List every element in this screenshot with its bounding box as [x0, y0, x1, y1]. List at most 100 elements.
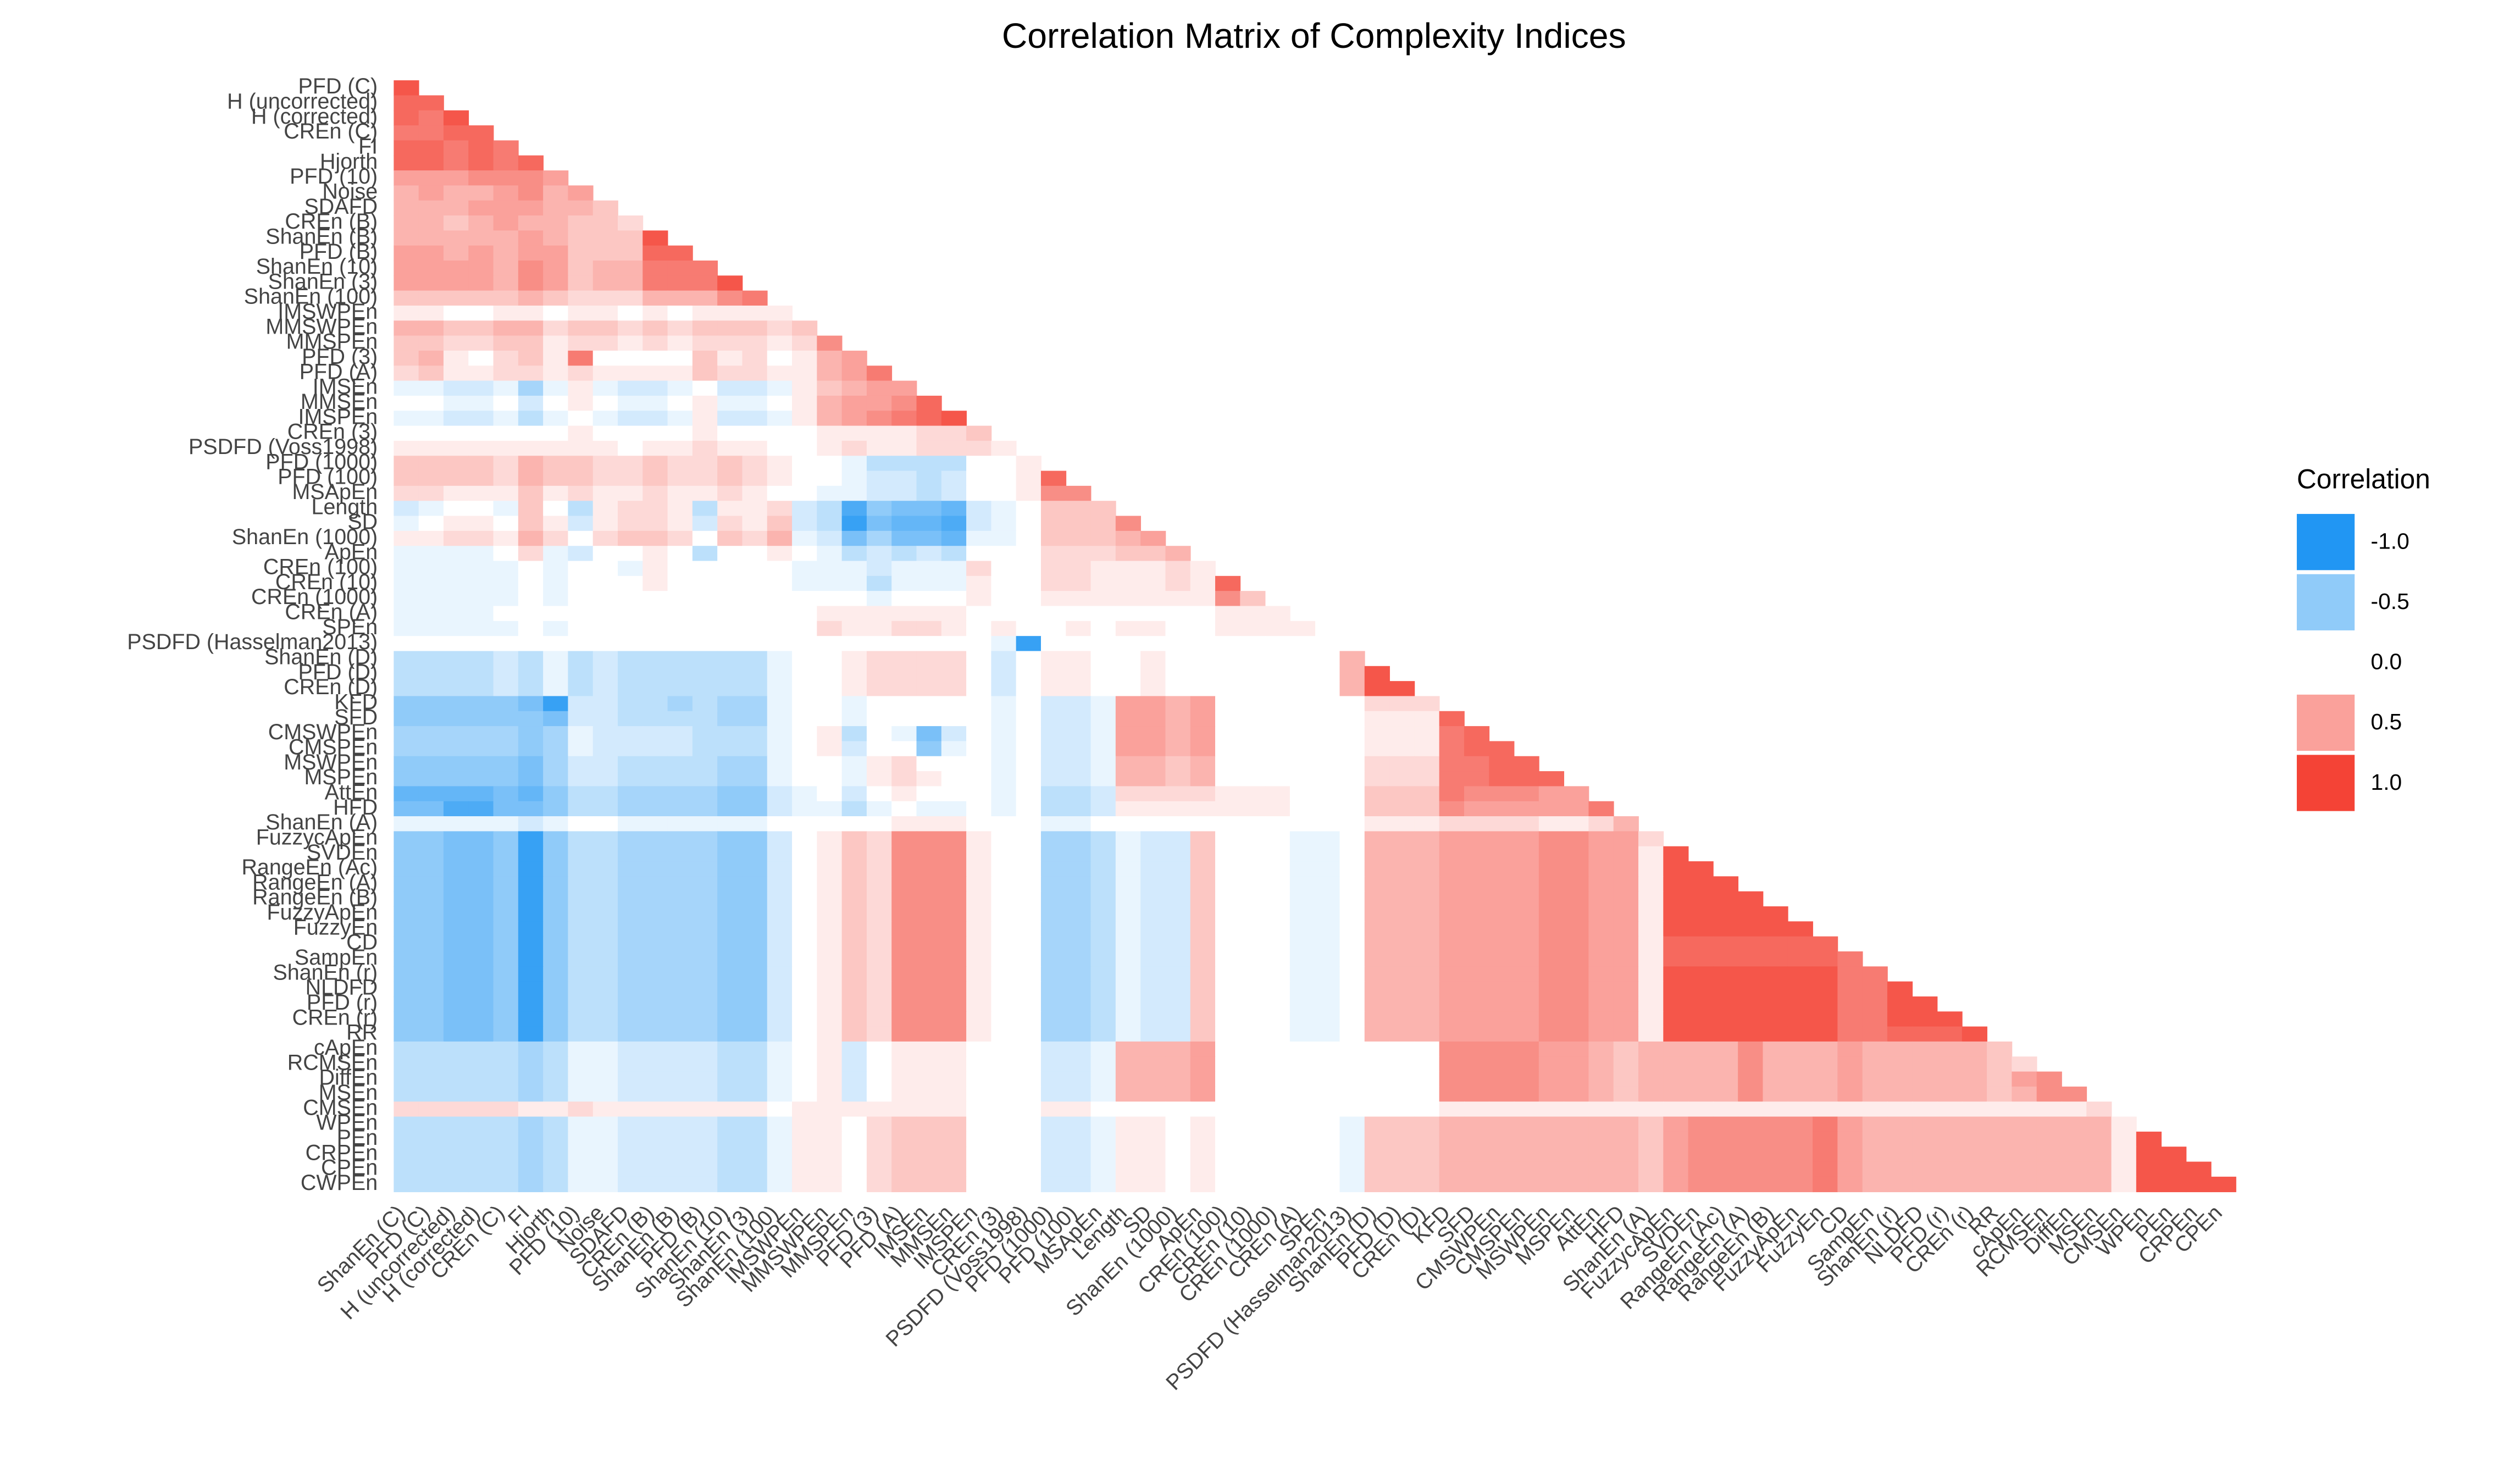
- heatmap-cell: [966, 1161, 992, 1177]
- heatmap-cell: [1339, 1071, 1365, 1087]
- heatmap-cell: [1240, 1131, 1266, 1148]
- heatmap-cell: [692, 1161, 718, 1177]
- heatmap-cell: [1190, 801, 1216, 817]
- heatmap-cell: [1489, 786, 1515, 802]
- heatmap-cell: [642, 261, 668, 276]
- heatmap-cell: [518, 1101, 544, 1117]
- heatmap-cell: [1439, 756, 1465, 772]
- heatmap-cell: [518, 891, 544, 907]
- heatmap-cell: [1489, 1176, 1515, 1193]
- heatmap-cell: [792, 651, 818, 667]
- heatmap-cell: [1265, 681, 1290, 697]
- heatmap-cell: [1140, 726, 1166, 742]
- heatmap-cell: [1613, 891, 1639, 907]
- heatmap-cell: [817, 1056, 843, 1072]
- heatmap-cell: [1638, 906, 1664, 922]
- heatmap-cell: [518, 651, 544, 667]
- heatmap-cell: [1339, 1161, 1365, 1177]
- heatmap-cell: [1787, 1101, 1813, 1117]
- heatmap-cell: [1115, 591, 1142, 607]
- heatmap-cell: [592, 846, 618, 862]
- heatmap-cell: [1813, 951, 1838, 967]
- heatmap-cell: [692, 546, 718, 562]
- heatmap-cell: [1464, 906, 1490, 922]
- heatmap-cell: [1514, 801, 1539, 817]
- heatmap-cell: [1165, 936, 1191, 952]
- heatmap-cell: [642, 591, 668, 607]
- heatmap-cell: [742, 621, 768, 637]
- heatmap-cell: [891, 411, 917, 427]
- heatmap-cell: [1663, 891, 1689, 907]
- heatmap-cell: [468, 921, 494, 937]
- heatmap-cell: [1140, 1011, 1166, 1027]
- heatmap-cell: [1315, 966, 1340, 982]
- heatmap-cell: [941, 966, 967, 982]
- heatmap-cell: [1389, 966, 1415, 982]
- heatmap-cell: [1040, 816, 1067, 832]
- heatmap-cell: [618, 1116, 644, 1132]
- heatmap-cell: [568, 621, 594, 637]
- heatmap-cell: [817, 1041, 843, 1057]
- heatmap-cell: [394, 245, 419, 261]
- heatmap-cell: [443, 936, 469, 952]
- heatmap-cell: [991, 771, 1017, 787]
- heatmap-cell: [1016, 786, 1041, 802]
- heatmap-cell: [1215, 786, 1241, 802]
- heatmap-cell: [1090, 681, 1116, 697]
- heatmap-cell: [1564, 996, 1589, 1012]
- heatmap-cell: [618, 726, 644, 742]
- heatmap-cell: [767, 996, 793, 1012]
- heatmap-cell: [1090, 1176, 1116, 1193]
- heatmap-cell: [568, 1147, 594, 1162]
- heatmap-cell: [518, 1161, 544, 1177]
- heatmap-cell: [1738, 921, 1764, 937]
- heatmap-cell: [966, 711, 992, 727]
- heatmap-cell: [891, 425, 917, 441]
- heatmap-cell: [642, 891, 668, 907]
- heatmap-cell: [543, 411, 569, 427]
- heatmap-cell: [1414, 1086, 1440, 1103]
- heatmap-cell: [1339, 876, 1365, 892]
- heatmap-cell: [1240, 936, 1266, 952]
- heatmap-cell: [443, 906, 469, 922]
- heatmap-cell: [618, 546, 644, 562]
- heatmap-cell: [1514, 1116, 1539, 1132]
- heatmap-cell: [1289, 1071, 1316, 1087]
- heatmap-cell: [592, 546, 618, 562]
- heatmap-cell: [991, 756, 1017, 772]
- heatmap-cell: [1265, 1071, 1290, 1087]
- heatmap-cell: [866, 440, 893, 457]
- heatmap-cell: [1240, 1116, 1266, 1132]
- heatmap-cell: [667, 1131, 693, 1148]
- heatmap-cell: [1514, 951, 1539, 967]
- heatmap-cell: [1140, 636, 1166, 652]
- heatmap-cell: [717, 1176, 743, 1193]
- heatmap-cell: [1215, 636, 1241, 652]
- heatmap-cell: [742, 561, 768, 577]
- heatmap-cell: [1115, 906, 1142, 922]
- heatmap-cell: [493, 230, 519, 246]
- heatmap-cell: [418, 1071, 444, 1087]
- heatmap-cell: [1489, 861, 1515, 877]
- heatmap-cell: [1240, 876, 1266, 892]
- heatmap-cell: [1613, 981, 1639, 997]
- heatmap-cell: [1339, 906, 1365, 922]
- heatmap-cell: [642, 290, 668, 306]
- heatmap-cell: [1339, 921, 1365, 937]
- heatmap-cell: [1339, 846, 1365, 862]
- heatmap-cell: [1289, 1011, 1316, 1027]
- heatmap-cell: [692, 666, 718, 682]
- heatmap-cell: [1040, 621, 1067, 637]
- heatmap-cell: [891, 530, 917, 547]
- heatmap-cell: [394, 801, 419, 817]
- heatmap-cell: [1439, 816, 1465, 832]
- heatmap-cell: [692, 1101, 718, 1117]
- heatmap-cell: [394, 936, 419, 952]
- heatmap-cell: [1315, 711, 1340, 727]
- heatmap-cell: [592, 861, 618, 877]
- heatmap-cell: [518, 951, 544, 967]
- heatmap-cell: [966, 876, 992, 892]
- heatmap-cell: [767, 591, 793, 607]
- heatmap-cell: [618, 335, 644, 351]
- heatmap-cell: [1289, 981, 1316, 997]
